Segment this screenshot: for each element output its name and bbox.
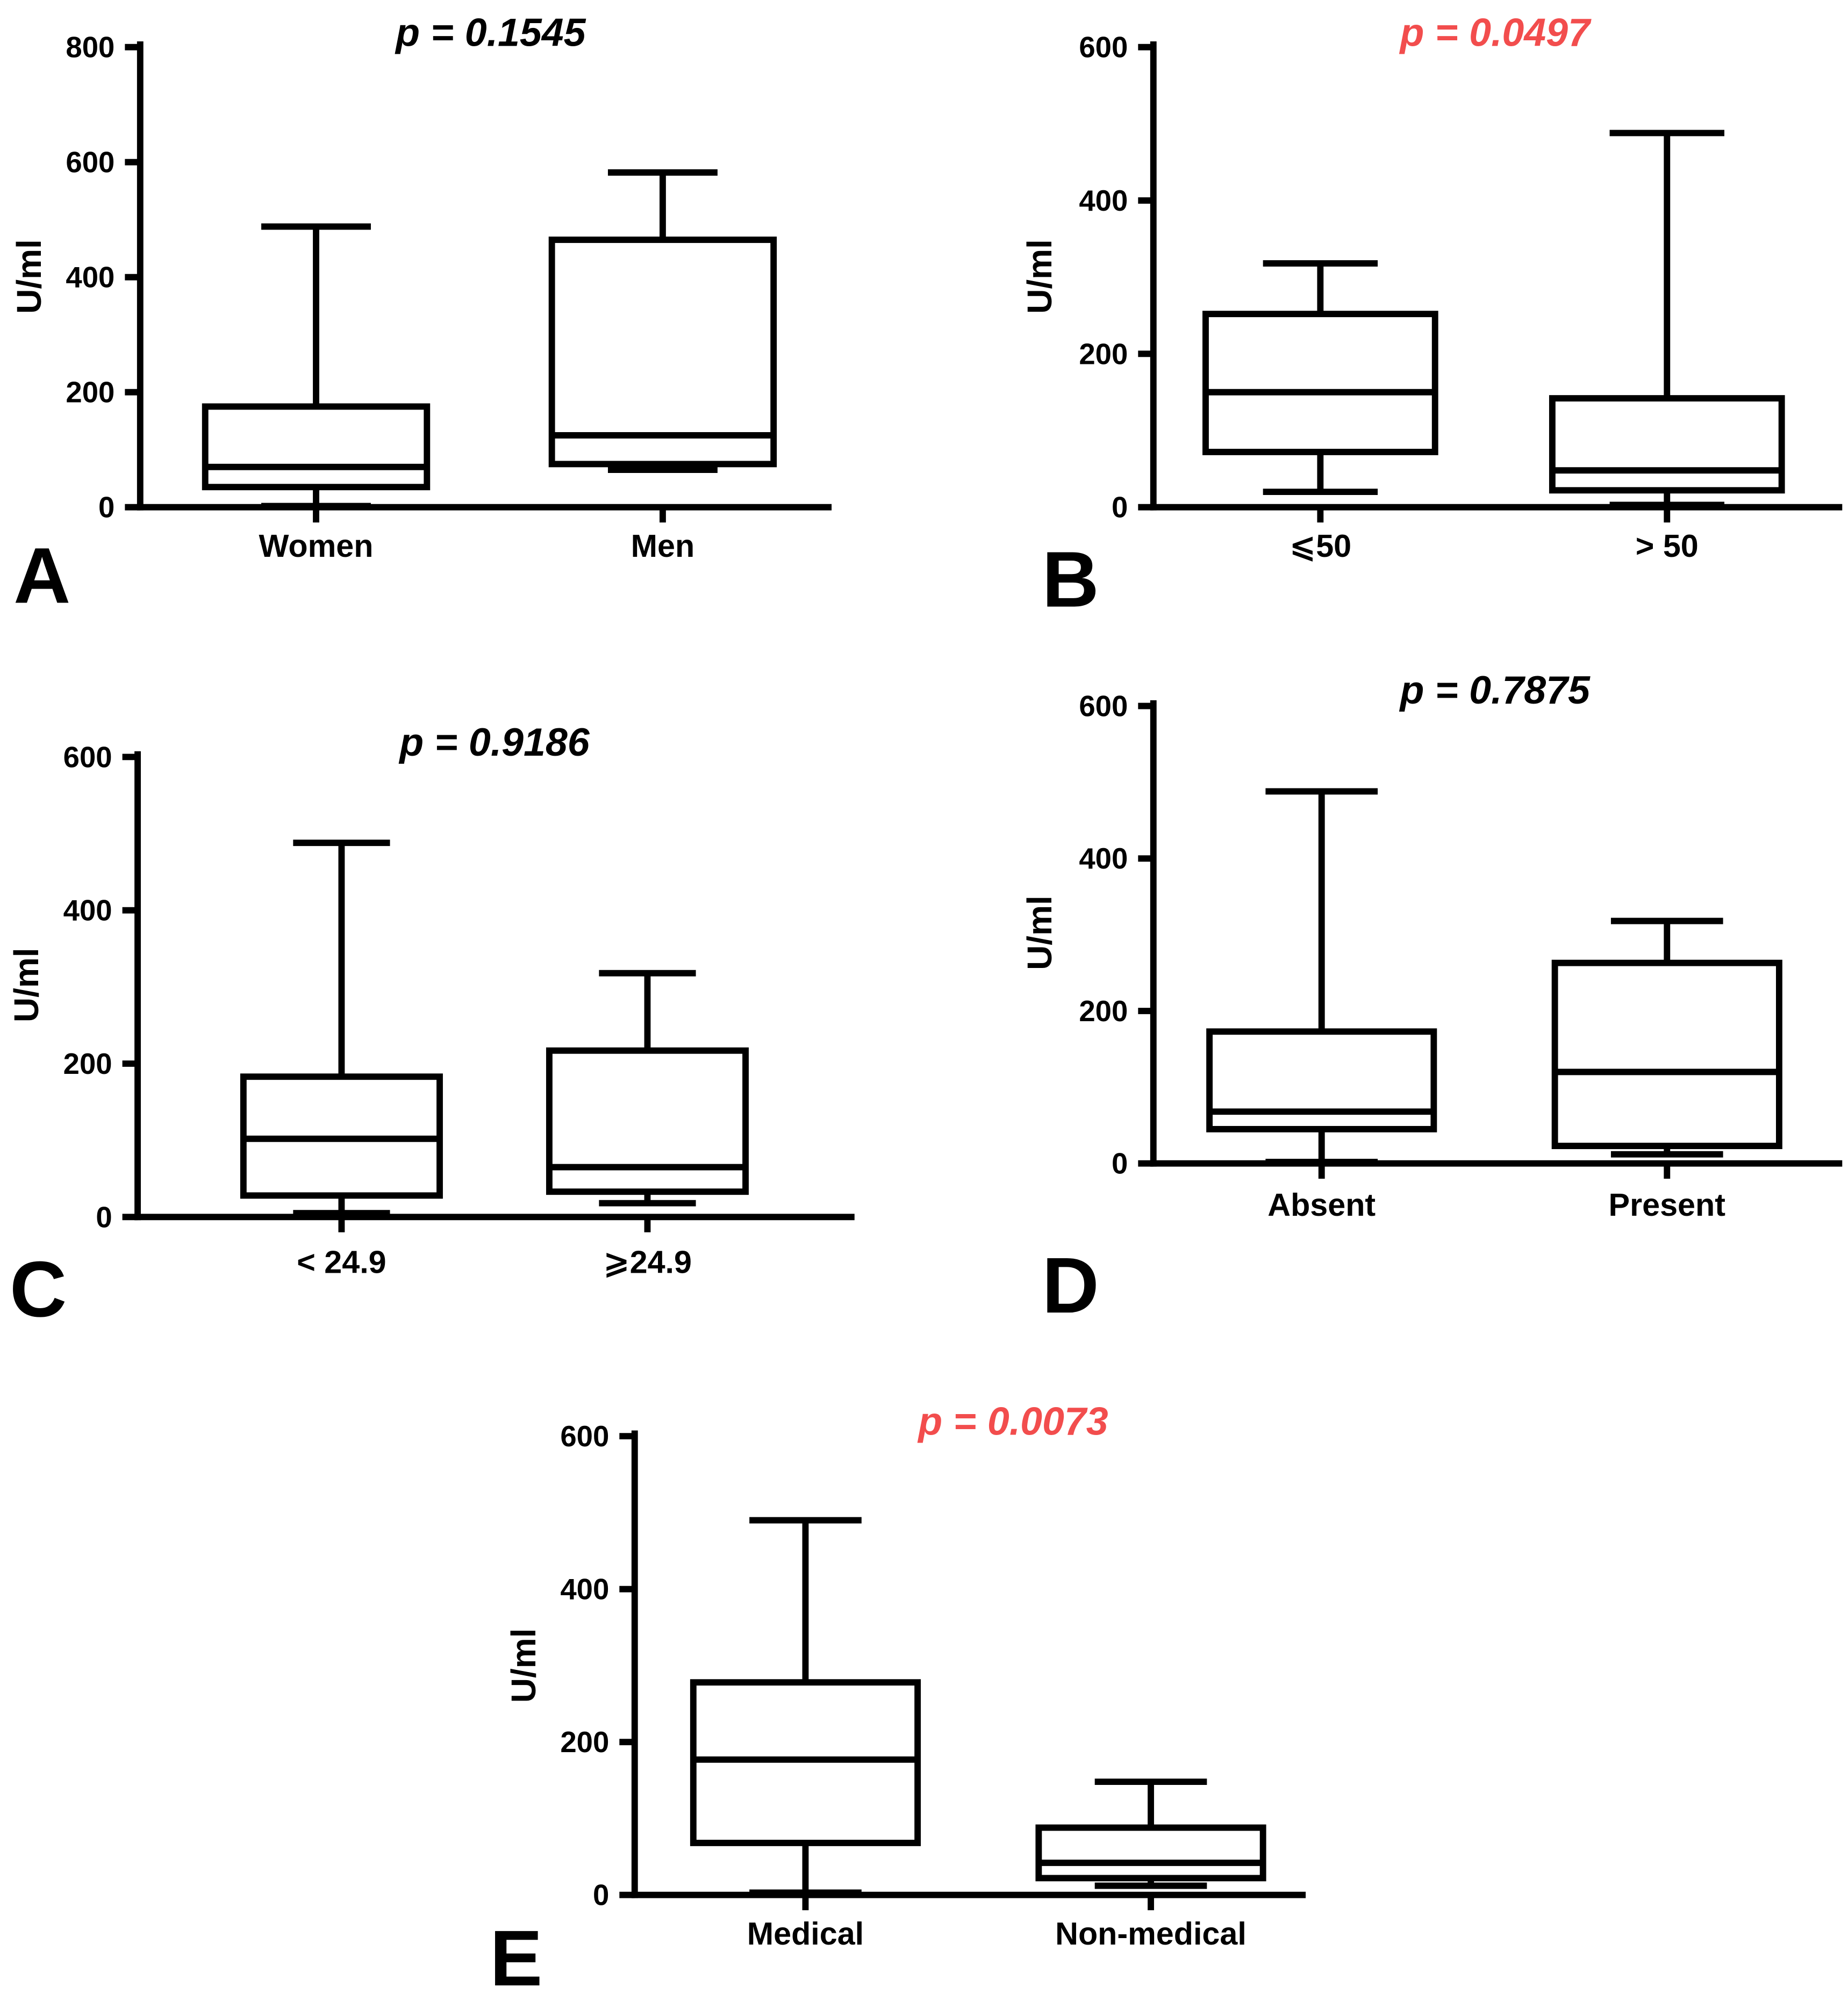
x-tick-label: Medical xyxy=(747,1916,864,1952)
box-24-9 xyxy=(546,970,749,1207)
y-axis-title: U/ml xyxy=(1020,239,1059,314)
panel-letter: B xyxy=(1042,536,1099,624)
iqr-box xyxy=(1551,959,1782,1150)
y-axis-title: U/ml xyxy=(504,1629,543,1703)
panel-letter: E xyxy=(490,1914,542,1994)
y-tick-label: 200 xyxy=(1079,338,1128,370)
x-tick-label: Women xyxy=(259,528,374,564)
y-tick-label: 800 xyxy=(66,31,114,64)
y-tick-label: 200 xyxy=(560,1726,609,1759)
iqr-box xyxy=(1549,395,1785,494)
iqr-box xyxy=(202,403,431,491)
iqr-box xyxy=(548,236,777,468)
iqr-box xyxy=(1035,1824,1266,1882)
box-medical xyxy=(690,1517,921,1896)
y-tick-label: 600 xyxy=(560,1420,609,1453)
x-tick-label: ⩾24.9 xyxy=(603,1244,692,1280)
panel-c: 0 200 400 600 < 24.9 ⩾24.9 U/ml p = 0.9186 C xyxy=(7,720,855,1333)
y-tick-label: 400 xyxy=(66,261,114,294)
box-present xyxy=(1551,917,1782,1158)
y-tick-label: 0 xyxy=(96,1201,112,1233)
y-axis-title: U/ml xyxy=(1020,895,1059,970)
panel-a: 0 200 400 600 800 Women Men U/ml p = 0.1545 A xyxy=(10,10,832,620)
y-tick-label: 200 xyxy=(66,376,114,409)
box-absent xyxy=(1206,788,1437,1165)
p-value-annotation: p = 0.0073 xyxy=(917,1399,1108,1444)
y-tick-label: 600 xyxy=(1079,31,1128,64)
y-axis-title: U/ml xyxy=(10,239,48,314)
y-tick-label: 600 xyxy=(1079,690,1128,723)
y-tick-label: 0 xyxy=(593,1879,609,1912)
y-axis-title: U/ml xyxy=(7,948,46,1022)
y-tick-label: 400 xyxy=(63,894,112,927)
panel-d: 0 200 400 600 Absent Present U/ml p = 0.7875 D xyxy=(1020,668,1843,1330)
x-tick-label: > 50 xyxy=(1636,528,1699,564)
panel-b: 0 200 400 600 ⩽50 > 50 U/ml p = 0.0497 B xyxy=(1020,10,1843,624)
x-tick-label: < 24.9 xyxy=(297,1244,386,1280)
p-value-annotation: p = 0.1545 xyxy=(395,10,586,54)
panel-letter: A xyxy=(13,532,70,620)
y-tick-label: 200 xyxy=(63,1048,112,1080)
y-tick-label: 200 xyxy=(1079,995,1128,1028)
p-value-annotation: p = 0.9186 xyxy=(398,720,590,764)
x-tick-label: Absent xyxy=(1267,1187,1376,1223)
panel-letter: C xyxy=(10,1245,67,1333)
box-24-9 xyxy=(240,840,443,1217)
box-non-medical xyxy=(1035,1778,1266,1889)
p-value-annotation: p = 0.0497 xyxy=(1399,10,1592,54)
y-tick-label: 400 xyxy=(560,1573,609,1606)
x-tick-label: Non-medical xyxy=(1055,1916,1247,1952)
y-tick-label: 0 xyxy=(1112,1147,1128,1180)
p-value-annotation: p = 0.7875 xyxy=(1399,668,1591,712)
x-tick-label: Present xyxy=(1609,1187,1726,1223)
iqr-box xyxy=(1202,311,1438,455)
y-tick-label: 0 xyxy=(1112,491,1128,524)
box-50 xyxy=(1549,130,1785,508)
y-tick-label: 400 xyxy=(1079,842,1128,875)
iqr-box xyxy=(546,1047,749,1195)
y-tick-label: 600 xyxy=(66,146,114,179)
box-women xyxy=(202,223,431,510)
box-men xyxy=(548,169,777,474)
y-tick-label: 400 xyxy=(1079,184,1128,217)
x-tick-label: ⩽50 xyxy=(1290,528,1352,564)
panel-letter: D xyxy=(1042,1242,1099,1330)
x-tick-label: Men xyxy=(631,528,695,564)
panel-e: 0 200 400 600 Medical Non-medical U/ml p = 0.00… xyxy=(490,1399,1306,1994)
y-tick-label: 0 xyxy=(98,491,114,524)
y-tick-label: 600 xyxy=(63,741,112,773)
box-50 xyxy=(1202,260,1438,496)
